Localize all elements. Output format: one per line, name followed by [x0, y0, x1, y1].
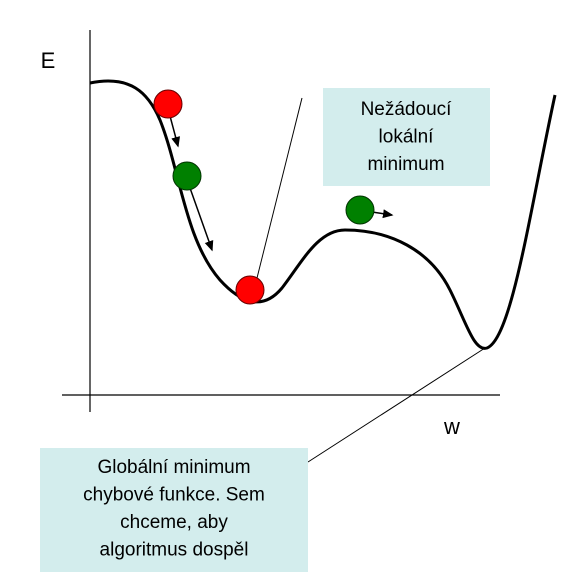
callout-line: lokální — [379, 127, 435, 148]
callout-line: Nežádoucí — [361, 99, 453, 120]
ball — [235, 275, 265, 305]
y-axis-label: E — [41, 48, 56, 73]
arrow — [169, 115, 181, 148]
callout-box — [40, 448, 308, 572]
ball — [345, 195, 375, 225]
callout-pointer — [253, 97, 303, 291]
callout-text: Globální minimum chybové funkce. Sem chcem… — [83, 457, 265, 561]
arrow — [371, 209, 394, 219]
callout-line: Globální minimum — [97, 457, 250, 478]
error-curve — [89, 79, 557, 350]
callout-line: minimum — [367, 154, 444, 175]
callout-box — [323, 88, 490, 186]
callout-pointer — [307, 347, 486, 463]
x-axis-label: w — [443, 414, 460, 439]
callout-text: Nežádoucí lokální minimum — [361, 99, 453, 175]
callout-line: algoritmus dospěl — [100, 540, 249, 561]
callout-line: chybové funkce. Sem — [83, 485, 265, 506]
callout-line: chceme, aby — [120, 512, 228, 533]
arrow — [189, 187, 214, 252]
ball — [153, 89, 183, 119]
ball — [172, 161, 202, 191]
